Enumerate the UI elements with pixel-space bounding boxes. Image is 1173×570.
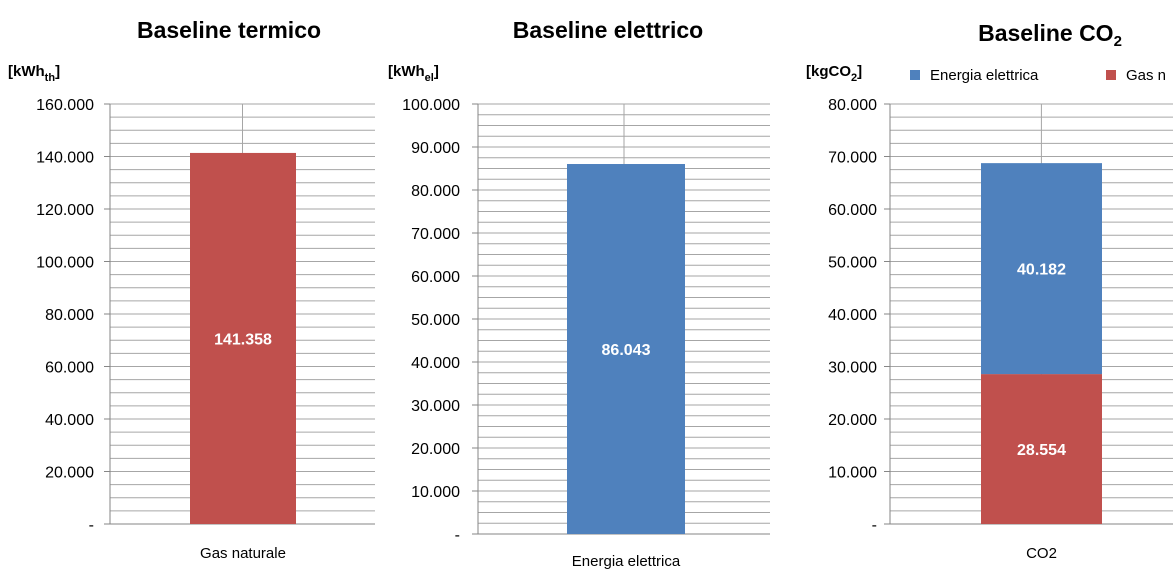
y-tick-label: 20.000 — [411, 441, 460, 458]
y-tick-label: - — [872, 517, 877, 534]
y-tick-label: 80.000 — [828, 97, 877, 114]
y-axis-unit-sub: el — [425, 72, 434, 84]
y-axis-unit: [kgCO2] — [806, 63, 862, 84]
chart-title: Baseline CO2 — [978, 20, 1122, 50]
bar-gas — [981, 374, 1102, 524]
y-tick-label: 140.000 — [36, 150, 94, 167]
y-tick-label: 30.000 — [411, 398, 460, 415]
data-label: 28.554 — [1017, 442, 1066, 459]
y-axis-unit-sub: 2 — [851, 72, 857, 84]
y-tick-label: 60.000 — [411, 269, 460, 286]
y-axis-unit-sub: th — [45, 72, 56, 84]
y-tick-label: 50.000 — [828, 255, 877, 272]
y-axis-unit-end: ] — [434, 63, 439, 80]
y-tick-label: 20.000 — [45, 465, 94, 482]
y-tick-label: 70.000 — [828, 150, 877, 167]
data-label: 86.043 — [602, 342, 651, 359]
y-tick-label: 20.000 — [828, 412, 877, 429]
y-axis-unit-main: [kWh — [388, 63, 425, 80]
chart-title: Baseline termico — [137, 17, 321, 43]
y-tick-label: 70.000 — [411, 226, 460, 243]
y-tick-label: 30.000 — [828, 360, 877, 377]
chart-title: Baseline elettrico — [513, 17, 703, 43]
chart-baseline-co2: - 10.000 20.000 30.000 40.000 50.000 60.000 70.… — [806, 20, 1173, 562]
bar-electric — [981, 163, 1102, 375]
category-label: Gas naturale — [200, 545, 286, 562]
y-tick-label: 60.000 — [828, 202, 877, 219]
data-label: 141.358 — [214, 331, 272, 348]
y-tick-label: 50.000 — [411, 312, 460, 329]
data-label: 40.182 — [1017, 262, 1066, 279]
y-axis-unit: [kWhel] — [388, 63, 439, 84]
y-tick-label: 60.000 — [45, 360, 94, 377]
chart-baseline-termico: - 20.000 40.000 60.000 80.000 100.000 120.000 1… — [8, 17, 375, 562]
y-tick-label: 120.000 — [36, 202, 94, 219]
y-axis-unit-main: [kWh — [8, 63, 45, 80]
legend-swatch-electric — [910, 70, 920, 80]
chart-title-sub: 2 — [1114, 33, 1122, 50]
y-axis-unit-main: [kgCO — [806, 63, 851, 80]
y-axis-unit-end: ] — [857, 63, 862, 80]
bar-gas — [190, 152, 296, 525]
y-tick-label: 40.000 — [45, 412, 94, 429]
y-tick-label: 100.000 — [402, 97, 460, 114]
legend: Energia elettrica Gas n — [910, 67, 1166, 84]
y-tick-label: 40.000 — [828, 307, 877, 324]
legend-label: Energia elettrica — [930, 67, 1039, 84]
category-label: CO2 — [1026, 545, 1057, 562]
chart-baseline-elettrico: - 10.000 20.000 30.000 40.000 50.000 60.000 70.… — [388, 17, 770, 570]
y-tick-label: 10.000 — [411, 484, 460, 501]
y-tick-label: 80.000 — [411, 183, 460, 200]
y-tick-label: 40.000 — [411, 355, 460, 372]
y-axis-unit-end: ] — [55, 63, 60, 80]
y-tick-label: - — [89, 517, 94, 534]
y-tick-label: 90.000 — [411, 140, 460, 157]
legend-swatch-gas — [1106, 70, 1116, 80]
y-tick-label: 80.000 — [45, 307, 94, 324]
y-tick-label: 100.000 — [36, 255, 94, 272]
bar-electric — [567, 164, 685, 534]
y-axis-unit: [kWhth] — [8, 63, 60, 84]
y-tick-label: 160.000 — [36, 97, 94, 114]
category-label: Energia elettrica — [572, 553, 681, 570]
chart-title-main: Baseline CO — [978, 20, 1114, 46]
y-tick-label: - — [455, 527, 460, 544]
y-tick-label: 10.000 — [828, 465, 877, 482]
legend-label: Gas n — [1126, 67, 1166, 84]
